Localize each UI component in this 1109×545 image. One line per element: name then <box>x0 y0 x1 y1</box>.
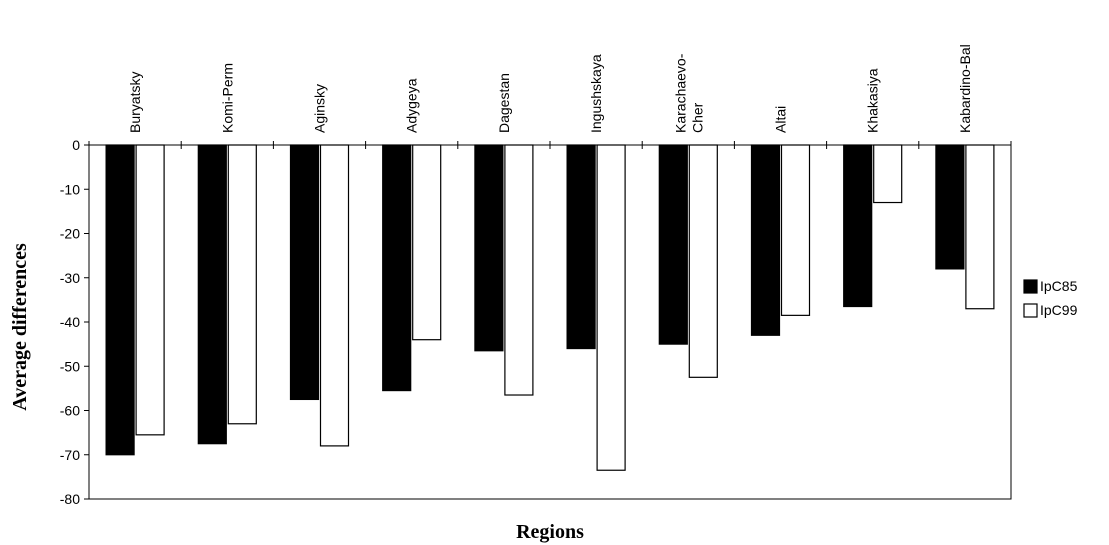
category-label: Buryatsky <box>127 72 143 133</box>
bar-ipc99-adygeya <box>412 144 442 341</box>
bar-ipc85-dagestan <box>474 144 504 352</box>
y-tick-label: -30 <box>60 270 80 286</box>
x-axis-title: Regions <box>516 521 584 543</box>
y-tick-label: -50 <box>60 358 80 374</box>
bar-ipc99-buryatsky <box>135 144 165 436</box>
bar-ipc85-adygeya <box>382 144 412 392</box>
category-label: Ingushskaya <box>588 54 604 133</box>
plot-border <box>88 144 1012 500</box>
bar-ipc85-aginsky <box>289 144 320 401</box>
y-tick-label: -40 <box>60 314 80 330</box>
category-label: Kabardino-Bal <box>957 44 973 133</box>
category-label: Khakasiya <box>865 68 881 133</box>
y-tick-label: -20 <box>60 226 80 242</box>
legend-label: IpC99 <box>1040 302 1078 318</box>
x-axis <box>88 141 1012 149</box>
bar-ipc99-altai <box>780 144 811 316</box>
bar-ipc85-buryatsky <box>105 144 135 456</box>
legend-swatch-ipc99 <box>1023 303 1038 318</box>
bar-ipc99-kabardino-bal <box>965 144 995 310</box>
bar-ipc99-aginsky <box>319 144 350 447</box>
category-label: Karachaevo-Cher <box>672 53 705 133</box>
y-tick-label: -10 <box>60 181 80 197</box>
bar-ipc85-altai <box>750 144 781 336</box>
bar-ipc99-ingushskaya <box>596 144 626 471</box>
legend-label: IpC85 <box>1040 278 1078 294</box>
y-tick-label: -80 <box>60 491 80 507</box>
bar-ipc99-dagestan <box>504 144 534 396</box>
bar-ipc85-ingushskaya <box>566 144 596 350</box>
plot-area <box>88 144 1012 500</box>
category-label: Adygeya <box>404 78 420 133</box>
y-axis-title: Average differences <box>9 243 31 411</box>
bar-ipc85-komi-perm <box>197 144 227 445</box>
legend-swatch-ipc85 <box>1023 279 1038 294</box>
legend: IpC85 IpC99 <box>1015 271 1109 330</box>
bar-ipc85-karachaevo-cher <box>658 144 688 345</box>
bar-ipc99-khakasiya <box>873 144 903 204</box>
y-tick-label: -60 <box>60 403 80 419</box>
y-tick-label: -70 <box>60 447 80 463</box>
bar-ipc99-karachaevo-cher <box>688 144 718 378</box>
bars <box>105 144 995 471</box>
category-label: Komi-Perm <box>219 63 235 133</box>
y-axis: 0 -10 -20 -30 -40 -50 -60 -70 -80 <box>60 137 90 507</box>
category-label: Aginsky <box>312 84 328 133</box>
category-label: Dagestan <box>496 73 512 133</box>
bar-ipc85-khakasiya <box>843 144 873 308</box>
category-labels: Buryatsky Komi-Perm Aginsky Adygeya Dagestan… <box>127 44 973 133</box>
bar-ipc85-kabardino-bal <box>935 144 965 270</box>
bar-ipc99-komi-perm <box>227 144 257 425</box>
category-label: Altai <box>773 106 789 133</box>
y-tick-label: 0 <box>72 137 80 153</box>
